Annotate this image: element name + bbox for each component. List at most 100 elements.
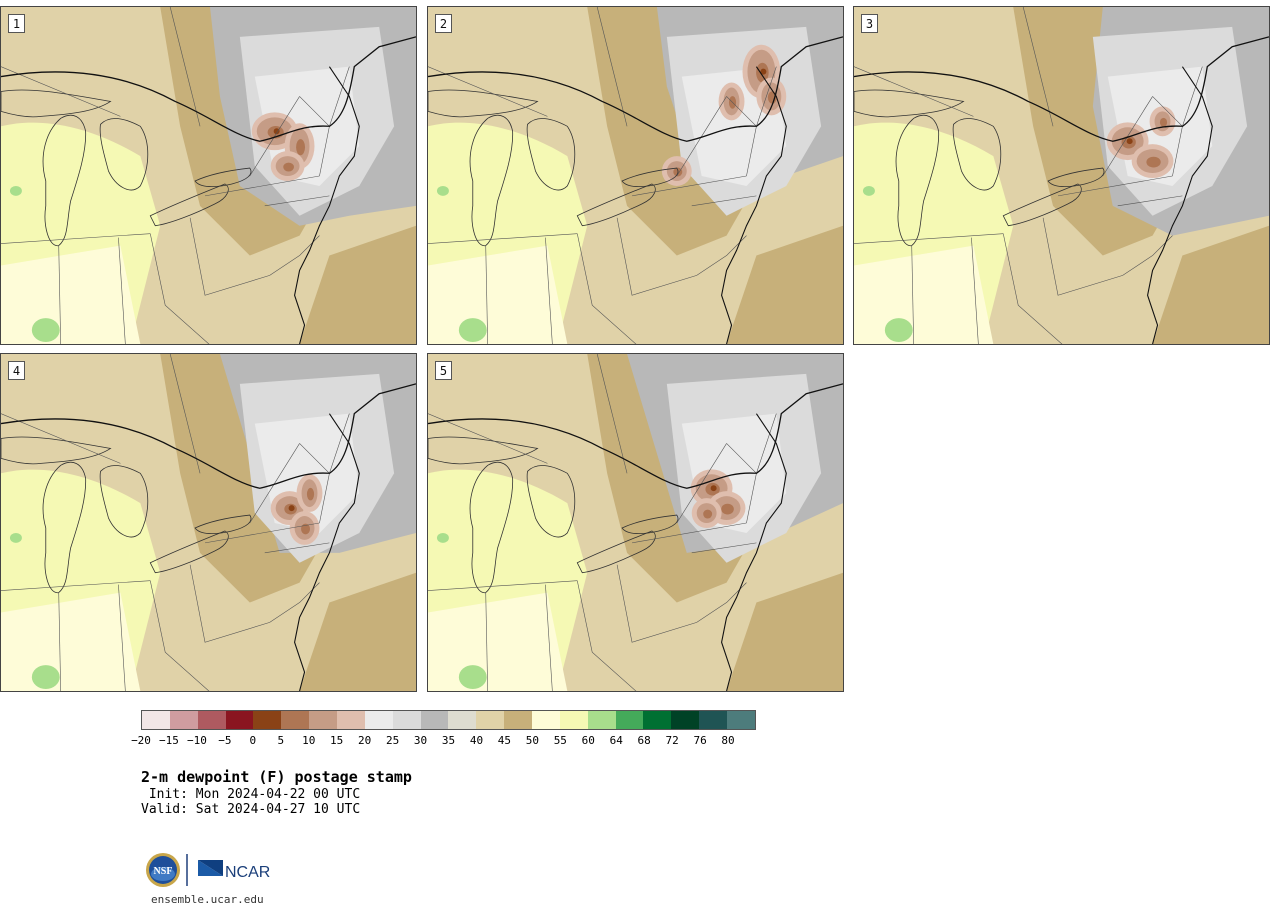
- national-border: [1, 383, 416, 489]
- coastline: [294, 66, 360, 344]
- dewpoint-pocket-5: [296, 139, 306, 156]
- lake-superior: [428, 436, 539, 465]
- state-boundary: [118, 584, 126, 691]
- map-panel-5: 5: [427, 353, 844, 692]
- moist-spot-1: [862, 185, 875, 196]
- state-boundary: [854, 233, 1004, 244]
- moist-spot-2: [458, 665, 487, 690]
- dewpoint-pocket-0: [760, 68, 767, 75]
- state-boundary: [249, 96, 300, 177]
- state-boundary: [264, 542, 330, 554]
- state-boundary: [1152, 96, 1183, 127]
- state-boundary: [726, 582, 747, 603]
- colorbar-tick-label: 35: [441, 734, 456, 747]
- state-boundary: [149, 580, 210, 691]
- national-border: [1, 36, 416, 142]
- map-panel-1: 1: [0, 6, 417, 345]
- lake-ontario: [194, 514, 252, 534]
- colorbar-tick-label: 25: [385, 734, 400, 747]
- state-boundary: [726, 235, 747, 256]
- state-boundary: [118, 237, 126, 344]
- national-border: [854, 36, 1269, 142]
- lake-huron: [526, 465, 576, 538]
- colorbar-tick-label: 5: [277, 734, 285, 747]
- lake-huron: [952, 118, 1002, 191]
- svg-text:NSF: NSF: [154, 866, 173, 877]
- state-boundary: [189, 564, 300, 643]
- state-boundary: [676, 96, 727, 177]
- lake-superior: [1, 436, 112, 465]
- lake-superior: [428, 89, 539, 118]
- state-boundary: [169, 7, 201, 127]
- svg-text:NCAR: NCAR: [225, 864, 270, 881]
- state-boundary: [596, 7, 628, 127]
- state-boundary: [691, 542, 757, 554]
- lake-huron: [526, 118, 576, 191]
- colorbar-tick-label: 30: [413, 734, 428, 747]
- dewpoint-pocket-5: [703, 509, 713, 519]
- moist-zone-south: [428, 592, 568, 691]
- init-time: Init: Mon 2024-04-22 00 UTC: [141, 787, 361, 802]
- dewpoint-pocket-5: [721, 503, 734, 515]
- colorbar-tick-label: −5: [218, 734, 232, 747]
- moist-zone-south: [854, 245, 994, 344]
- state-boundary: [1022, 7, 1054, 127]
- moist-spot-2: [31, 318, 60, 343]
- colorbar-tick-label: −20: [131, 734, 151, 747]
- colorbar-tick-label: 40: [469, 734, 484, 747]
- colorbar-swatch: [364, 711, 393, 729]
- state-boundary: [428, 413, 548, 464]
- colorbar-tick-label: 10: [302, 734, 316, 747]
- state-boundary: [1152, 235, 1173, 256]
- lake-ontario: [621, 167, 679, 187]
- colorbar-tick-label: 15: [330, 734, 344, 747]
- moist-spot-2: [31, 665, 60, 690]
- state-boundary: [1, 233, 151, 244]
- state-boundary: [911, 245, 914, 344]
- moist-spot-1: [436, 532, 449, 543]
- state-boundary: [428, 233, 578, 244]
- state-boundary: [1042, 217, 1153, 296]
- colorbar-tick-labels: −20 −15 −10 −5 0 5 10 15 20 25 30 35 40 45 50 55 60 64 68 7…: [131, 734, 756, 748]
- colorbar-tick-label: 0: [249, 734, 257, 747]
- dry-band-southeast: [1152, 225, 1269, 344]
- state-boundary: [545, 237, 553, 344]
- state-boundary: [616, 564, 727, 643]
- lake-erie: [576, 530, 656, 574]
- ensemble-url: ensemble.ucar.edu: [151, 893, 264, 906]
- state-boundary: [1, 66, 121, 117]
- lake-michigan: [895, 114, 940, 246]
- colorbar-tick-label: −15: [159, 734, 179, 747]
- state-boundary: [576, 580, 637, 691]
- state-boundary: [204, 175, 320, 197]
- ncar-logo: NCAR: [198, 860, 270, 881]
- colorbar-swatch: [504, 711, 533, 729]
- colorbar-swatch: [671, 711, 700, 729]
- dewpoint-map-1: [1, 7, 416, 344]
- colorbar-swatch: [337, 711, 365, 729]
- colorbar-tick-label: 72: [665, 734, 679, 747]
- colorbar-tick-label: 55: [553, 734, 567, 747]
- moist-spot-2: [458, 318, 487, 343]
- dewpoint-pocket-0: [1126, 138, 1133, 145]
- colorbar-swatch: [615, 711, 644, 729]
- dewpoint-map-2: [428, 7, 843, 344]
- state-boundary: [1002, 233, 1063, 344]
- colorbar-swatch: [559, 711, 588, 729]
- state-boundary: [264, 195, 330, 207]
- national-border: [428, 36, 843, 142]
- state-boundary: [149, 233, 210, 344]
- panel-label-1: 1: [8, 14, 25, 33]
- colorbar-swatch: [476, 711, 505, 729]
- dry-band-southeast: [299, 572, 416, 691]
- moist-zone-south: [428, 245, 568, 344]
- colorbar-swatch: [253, 711, 282, 729]
- state-boundary: [676, 443, 727, 524]
- colorbar-swatch: [699, 711, 728, 729]
- moist-spot-2: [884, 318, 913, 343]
- dewpoint-pocket-5: [306, 487, 315, 501]
- moist-zone-south: [1, 245, 141, 344]
- colorbar-tick-label: 50: [525, 734, 539, 747]
- state-boundary: [971, 237, 979, 344]
- lake-huron: [99, 118, 149, 191]
